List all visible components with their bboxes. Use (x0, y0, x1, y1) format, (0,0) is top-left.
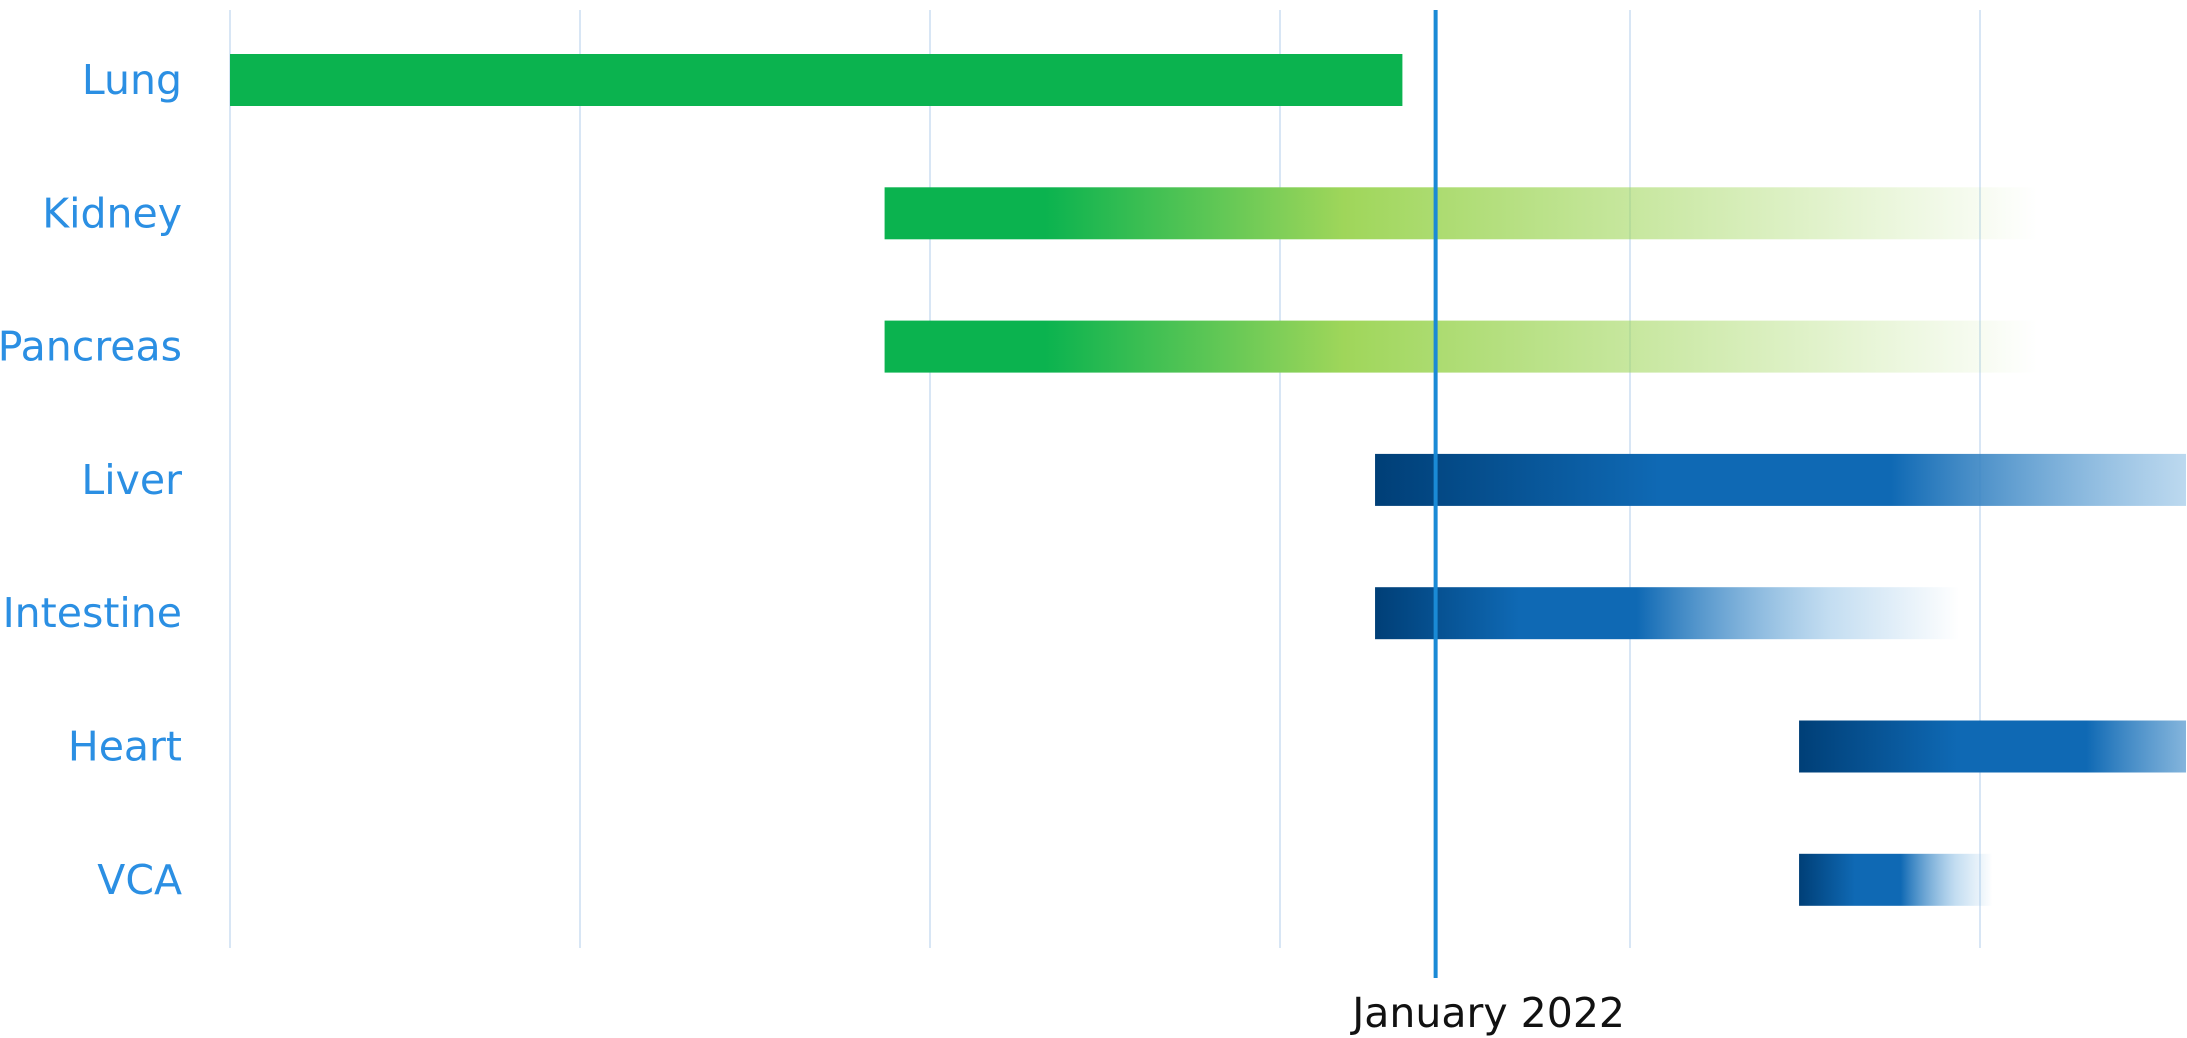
bar-kidney (884, 187, 2038, 240)
bar-pancreas (884, 320, 2038, 373)
bar-heart (1799, 720, 2186, 773)
row-label-kidney: Kidney (42, 189, 182, 237)
row-label-vca: VCA (97, 856, 182, 904)
row-label-liver: Liver (81, 456, 182, 504)
row-label-intestine: Intestine (3, 589, 182, 637)
bars (230, 54, 2186, 906)
bar-lung (230, 54, 1403, 106)
row-label-pancreas: Pancreas (0, 323, 182, 371)
bar-liver (1375, 453, 2186, 506)
row-label-lung: Lung (82, 56, 182, 104)
reference-line-group: January 2022 (1349, 10, 1625, 1037)
bar-vca (1799, 853, 1993, 906)
reference-line-label: January 2022 (1349, 989, 1625, 1037)
row-labels: Lung Kidney Pancreas Liver Intestine Heart VCA (0, 56, 182, 904)
bar-intestine (1375, 587, 1960, 640)
row-label-heart: Heart (68, 723, 182, 771)
